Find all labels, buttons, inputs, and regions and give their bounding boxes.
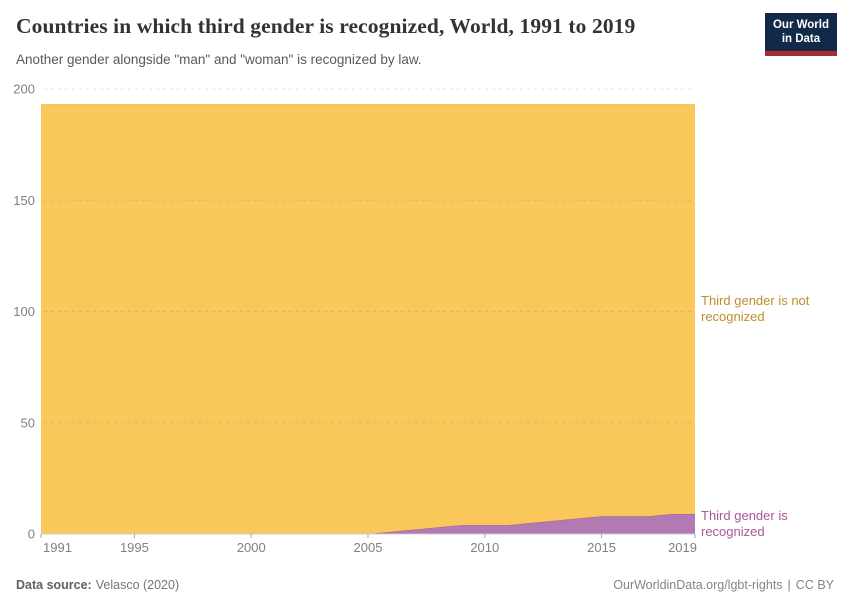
tick-labels: 0 50 100 150 200 1991 1995 2000 2005 2010 2015 2019	[13, 82, 697, 556]
owid-url-link[interactable]: OurWorldinData.org/lgbt-rights	[613, 578, 783, 592]
y-tick-label-0: 0	[28, 527, 35, 542]
series-label-0[interactable]: Third gender is recognized	[701, 508, 788, 539]
chart-footer: Data source: Velasco (2020) OurWorldinDa…	[0, 578, 850, 592]
data-source-label: Data source:	[16, 578, 92, 592]
y-tick-label-200: 200	[13, 82, 35, 97]
owid-logo-line1: Our World	[772, 19, 829, 31]
plot-areas	[41, 104, 695, 535]
series-label-1[interactable]: Third gender is not recognized	[701, 293, 810, 324]
data-source: Data source: Velasco (2020)	[16, 578, 179, 592]
y-tick-label-50: 50	[21, 415, 35, 430]
x-tick-label-2019: 2019	[668, 540, 697, 555]
footer-right: OurWorldinData.org/lgbt-rights | CC BY	[613, 578, 834, 592]
footer-separator: |	[787, 578, 791, 592]
area-series-1[interactable]	[41, 104, 695, 534]
area-series-0[interactable]	[41, 514, 695, 534]
x-tick-label-2015: 2015	[587, 540, 616, 555]
owid-logo-line2: in Data	[781, 33, 821, 46]
x-tick-label-2005: 2005	[354, 540, 383, 555]
chart-title: Countries in which third gender is recog…	[16, 14, 636, 38]
y-tick-label-100: 100	[13, 304, 35, 319]
chart-subtitle: Another gender alongside "man" and "woma…	[16, 52, 422, 67]
data-source-value: Velasco (2020)	[95, 578, 180, 592]
axes	[40, 533, 696, 538]
owid-logo[interactable]: Our World in Data	[764, 13, 837, 56]
y-tick-label-150: 150	[13, 193, 35, 208]
x-tick-label-1991: 1991	[43, 540, 72, 555]
license-label: CC BY	[795, 578, 834, 592]
x-tick-label-1995: 1995	[120, 540, 149, 555]
x-tick-label-2000: 2000	[237, 540, 266, 555]
x-tick-label-2010: 2010	[470, 540, 499, 555]
